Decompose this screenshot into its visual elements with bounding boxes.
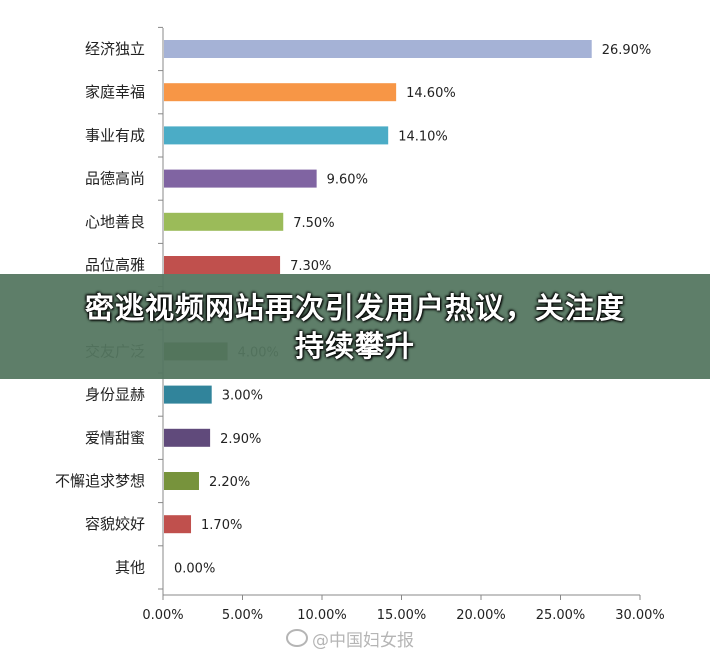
headline-banner: 密逃视频网站再次引发用户热议，关注度 持续攀升 xyxy=(0,274,710,379)
bar xyxy=(164,256,281,274)
headline-line-2: 持续攀升 xyxy=(294,328,415,363)
value-label: 3.00% xyxy=(222,389,263,404)
category-label: 不懈追求梦想 xyxy=(55,472,145,490)
category-label: 容貌姣好 xyxy=(85,515,145,533)
x-tick-label: 30.00% xyxy=(615,608,665,623)
value-label: 7.30% xyxy=(290,259,331,274)
x-tick-label: 15.00% xyxy=(377,608,427,623)
value-label: 7.50% xyxy=(293,216,334,231)
category-label: 身份显赫 xyxy=(85,386,145,404)
value-label: 14.10% xyxy=(398,129,448,144)
watermark-text: @中国妇女报 xyxy=(312,630,414,651)
x-tick-label: 25.00% xyxy=(536,608,586,623)
bar xyxy=(164,40,592,58)
bar xyxy=(164,126,389,145)
watermark: @中国妇女报 xyxy=(286,626,414,651)
value-label: 1.70% xyxy=(201,518,242,533)
headline-line-1: 密逃视频网站再次引发用户热议，关注度 xyxy=(84,290,625,325)
x-tick-label: 20.00% xyxy=(456,608,506,623)
category-label: 心地善良 xyxy=(85,213,145,231)
category-label: 品德高尚 xyxy=(85,170,145,188)
weibo-logo-icon xyxy=(286,629,308,647)
bar xyxy=(164,212,284,231)
bar xyxy=(164,472,199,490)
x-tick-label: 10.00% xyxy=(297,608,347,623)
value-label: 2.90% xyxy=(220,432,261,447)
bar xyxy=(164,385,212,404)
bar xyxy=(164,515,192,534)
value-label: 9.60% xyxy=(327,173,368,188)
value-label: 26.90% xyxy=(602,43,652,58)
category-label: 事业有成 xyxy=(85,126,145,144)
category-label: 品位高雅 xyxy=(85,256,145,274)
value-label: 2.20% xyxy=(209,475,250,490)
bar xyxy=(164,83,397,102)
value-label: 0.00% xyxy=(174,561,215,576)
bar xyxy=(164,428,211,447)
x-tick-label: 0.00% xyxy=(142,608,183,623)
category-label: 其他 xyxy=(115,558,145,576)
category-label: 家庭幸福 xyxy=(85,83,145,101)
value-label: 14.60% xyxy=(406,86,456,101)
category-label: 经济独立 xyxy=(85,40,145,58)
category-label: 爱情甜蜜 xyxy=(85,429,145,447)
bar xyxy=(164,169,317,188)
x-tick-label: 5.00% xyxy=(222,608,263,623)
